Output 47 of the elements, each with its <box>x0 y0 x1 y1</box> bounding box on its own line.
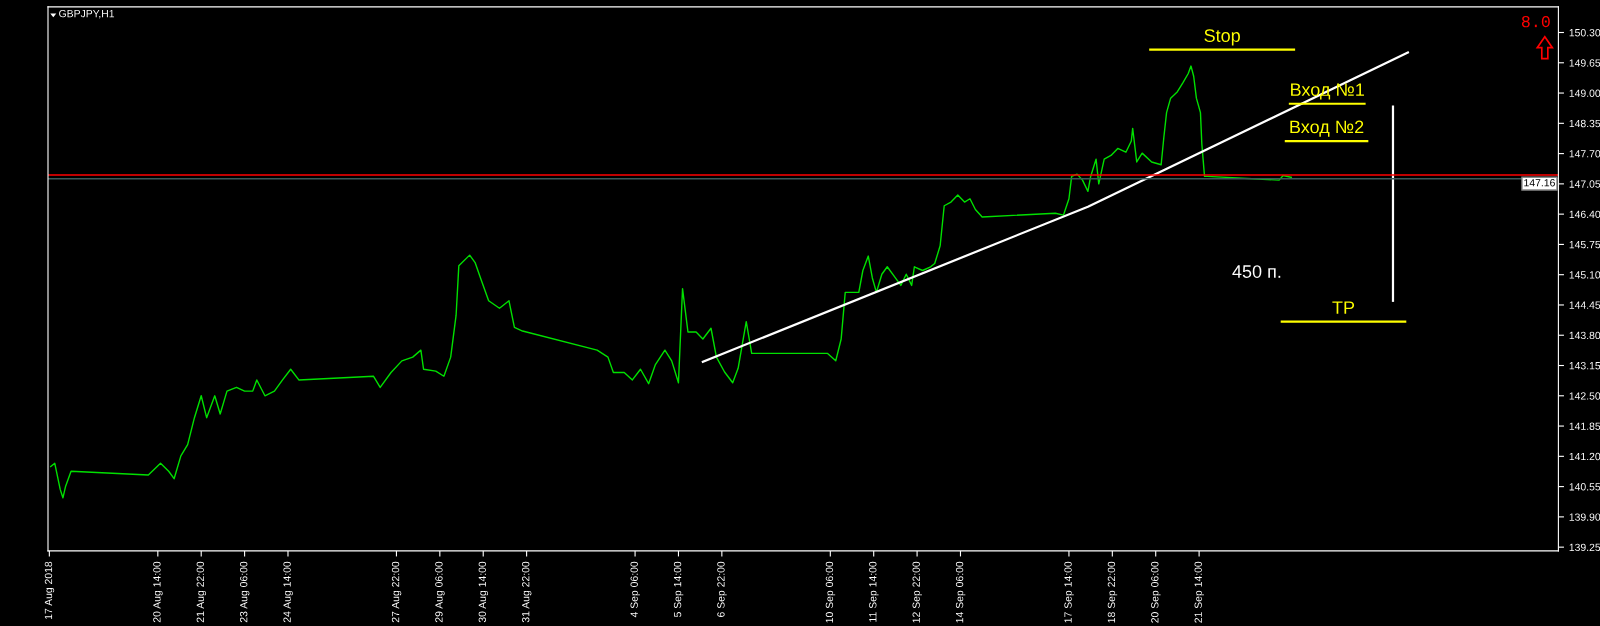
series-label: TP <box>1332 301 1355 314</box>
x-tick-label: 29 Aug 06:00 <box>435 561 445 623</box>
y-tick-label: 144.45 <box>1569 301 1600 309</box>
series-label: Вход №2 <box>1290 120 1364 137</box>
x-tick-label: 17 Sep 14:00 <box>1064 561 1074 623</box>
y-tick-label: 143.80 <box>1569 331 1600 340</box>
y-tick-label: 146.40 <box>1569 210 1600 219</box>
y-tick-label: 150.30 <box>1569 29 1600 37</box>
x-tick-label: 6 Sep 22:00 <box>717 561 727 617</box>
y-tick-label: 149.00 <box>1569 89 1600 97</box>
annotation: 8.0 <box>1521 15 1550 28</box>
x-tick-label: 4 Sep 06:00 <box>630 561 640 618</box>
x-tick-label: 14 Sep 06:00 <box>955 561 966 623</box>
x-tick-label: 27 Aug 22:00 <box>391 561 402 623</box>
y-tick-label: 147.70 <box>1569 150 1600 158</box>
x-tick-label: 24 Aug 14:00 <box>283 561 293 623</box>
line-series <box>50 65 1292 499</box>
y-tick-label: 139.90 <box>1569 513 1600 521</box>
series-label: Stop <box>1204 29 1240 46</box>
x-tick-label: 30 Aug 14:00 <box>478 561 489 623</box>
x-tick-label: 31 Aug 22:00 <box>522 561 532 623</box>
y-tick-label: 149.65 <box>1569 59 1600 67</box>
series-label: Вход №1 <box>1291 83 1364 100</box>
y-tick-label: 143.15 <box>1569 362 1600 370</box>
x-tick-label: 17 Aug 2018 <box>44 561 55 620</box>
y-tick-label: 140.55 <box>1569 483 1600 491</box>
x-tick-label: 23 Aug 06:00 <box>240 561 250 623</box>
y-tick-label: 139.25 <box>1569 543 1600 552</box>
x-tick-label: 20 Sep 06:00 <box>1151 561 1161 623</box>
y-tick-label: 141.85 <box>1569 422 1600 430</box>
y-tick-label: 147.05 <box>1569 180 1600 188</box>
x-tick-label: 10 Sep 06:00 <box>825 561 836 623</box>
y-tick-label: 142.50 <box>1569 392 1600 400</box>
ref-line-label: 147.16 <box>1524 179 1555 187</box>
x-tick-label: 12 Sep 22:00 <box>912 561 922 623</box>
y-tick-label: 148.35 <box>1569 119 1600 128</box>
x-tick-label: 11 Sep 14:00 <box>869 561 879 622</box>
x-tick-label: 5 Sep 14:00 <box>673 561 684 618</box>
text: 450 п. <box>1232 265 1281 278</box>
x-tick-label: 20 Aug 14:00 <box>153 561 163 623</box>
x-tick-label: 18 Sep 22:00 <box>1107 561 1118 623</box>
y-tick-label: 145.75 <box>1569 241 1600 249</box>
y-tick-label: 145.10 <box>1569 271 1600 279</box>
y-tick-label: 141.20 <box>1569 452 1600 461</box>
chart-title: GBPJPY,H1 <box>59 9 115 19</box>
x-tick-label: 21 Aug 22:00 <box>196 561 207 623</box>
x-tick-label: 21 Sep 14:00 <box>1194 561 1204 623</box>
